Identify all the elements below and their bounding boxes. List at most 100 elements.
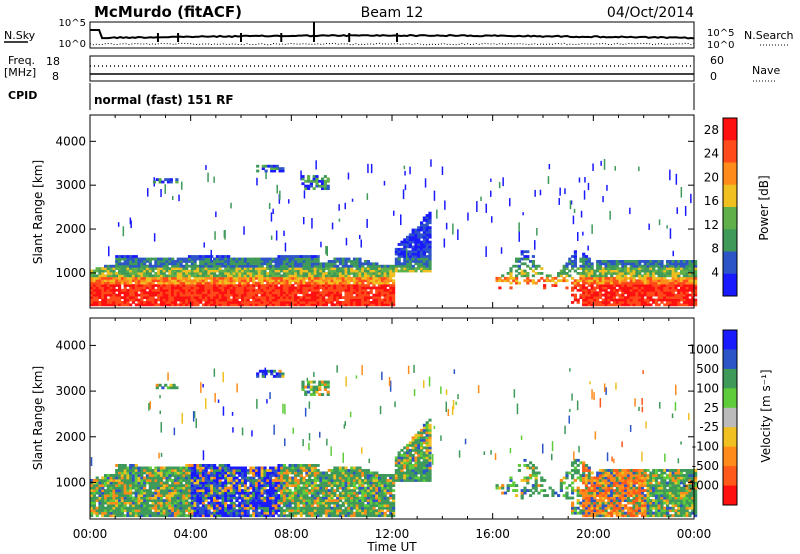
heatmap-cell: [414, 255, 418, 258]
patch-cell: [301, 175, 305, 178]
heatmap-cell: [263, 471, 267, 475]
heatmap-cell: [118, 272, 122, 275]
heatmap-cell: [196, 264, 200, 268]
heatmap-cell: [523, 257, 527, 261]
scatter-cell: [320, 241, 322, 248]
heatmap-cell: [204, 481, 208, 485]
heatmap-cell: [224, 471, 228, 475]
heatmap-cell: [224, 279, 228, 283]
heatmap-cell: [232, 509, 236, 513]
heatmap-cell: [215, 262, 219, 266]
heatmap-cell: [629, 267, 633, 270]
heatmap-cell: [190, 501, 194, 505]
heatmap-cell: [143, 479, 147, 482]
heatmap-cell: [596, 260, 600, 263]
heatmap-cell: [213, 489, 217, 492]
heatmap-cell: [355, 284, 359, 287]
heatmap-cell: [425, 262, 429, 266]
heatmap-cell: [249, 286, 253, 290]
heatmap-cell: [143, 471, 147, 475]
heatmap-cell: [120, 466, 124, 470]
heatmap-cell: [252, 494, 256, 497]
heatmap-cell: [629, 274, 633, 278]
heatmap-cell: [131, 269, 136, 273]
heatmap-cell: [266, 479, 270, 482]
heatmap-cell: [185, 303, 189, 307]
heatmap-cell: [420, 240, 424, 244]
heatmap-cell: [106, 509, 110, 513]
scatter-cell: [666, 225, 668, 229]
scatter-cell: [315, 160, 317, 170]
heatmap-cell: [106, 279, 110, 283]
scatter-cell: [272, 208, 274, 214]
heatmap-cell: [590, 262, 594, 266]
heatmap-cell: [621, 274, 625, 278]
heatmap-cell: [185, 301, 189, 304]
heatmap-cell: [193, 269, 197, 273]
heatmap-cell: [243, 274, 247, 278]
heatmap-cell: [143, 257, 147, 261]
heatmap-cell: [338, 276, 343, 280]
heatmap-cell: [123, 260, 127, 263]
heatmap-cell: [411, 245, 415, 249]
heatmap-cell: [134, 274, 138, 278]
heatmap-cell: [526, 255, 530, 258]
scatter-cell: [147, 188, 149, 197]
heatmap-cell: [176, 484, 180, 487]
heatmap-cell: [101, 506, 105, 510]
heatmap-cell: [148, 474, 152, 477]
heatmap-cell: [598, 272, 603, 275]
heatmap-cell: [562, 276, 566, 280]
heatmap-cell: [666, 279, 670, 283]
heatmap-cell: [280, 286, 284, 290]
heatmap-cell: [104, 296, 108, 299]
heatmap-cell: [308, 272, 312, 275]
heatmap-cell: [299, 284, 303, 287]
heatmap-cell: [509, 267, 513, 270]
heatmap-cell: [115, 303, 119, 307]
heatmap-cell: [263, 257, 267, 261]
heatmap-cell: [310, 496, 315, 500]
heatmap-cell: [235, 486, 239, 490]
heatmap-cell: [193, 274, 197, 278]
heatmap-cell: [313, 486, 317, 490]
heatmap-cell: [515, 276, 519, 280]
heatmap-cell: [185, 481, 189, 485]
heatmap-cell: [296, 262, 301, 266]
heatmap-cell: [118, 511, 122, 515]
heatmap-cell: [291, 484, 295, 487]
heatmap-cell: [341, 274, 345, 278]
heatmap-cell: [171, 281, 175, 285]
heatmap-cell: [260, 509, 264, 513]
heatmap-cell: [694, 267, 698, 270]
heatmap-cell: [274, 501, 278, 505]
heatmap-cell: [420, 226, 424, 229]
heatmap-cell: [101, 267, 105, 270]
heatmap-cell: [157, 514, 161, 518]
heatmap-cell: [98, 489, 102, 492]
heatmap-cell: [151, 481, 155, 485]
heatmap-cell: [151, 281, 155, 285]
heatmap-cell: [674, 298, 678, 302]
heatmap-cell: [420, 235, 424, 239]
heatmap-cell: [134, 466, 138, 470]
heatmap-cell: [338, 274, 343, 278]
heatmap-cell: [269, 499, 273, 502]
heatmap-cell: [668, 291, 672, 295]
heatmap-cell: [129, 509, 133, 513]
heatmap-cell: [688, 303, 692, 307]
heatmap-cell: [682, 296, 686, 299]
heatmap-cell: [400, 255, 404, 258]
heatmap-cell: [187, 293, 192, 297]
heatmap-cell: [638, 272, 642, 275]
heatmap-cell: [190, 260, 194, 263]
heatmap-cell: [182, 499, 186, 502]
heatmap-cell: [610, 274, 614, 278]
heatmap-cell: [310, 504, 315, 508]
heatmap-cell: [579, 274, 583, 278]
heatmap-cell: [277, 474, 281, 477]
heatmap-cell: [383, 298, 387, 302]
heatmap-cell: [584, 293, 589, 297]
scatter-cell: [130, 220, 132, 229]
heatmap-cell: [277, 469, 281, 472]
